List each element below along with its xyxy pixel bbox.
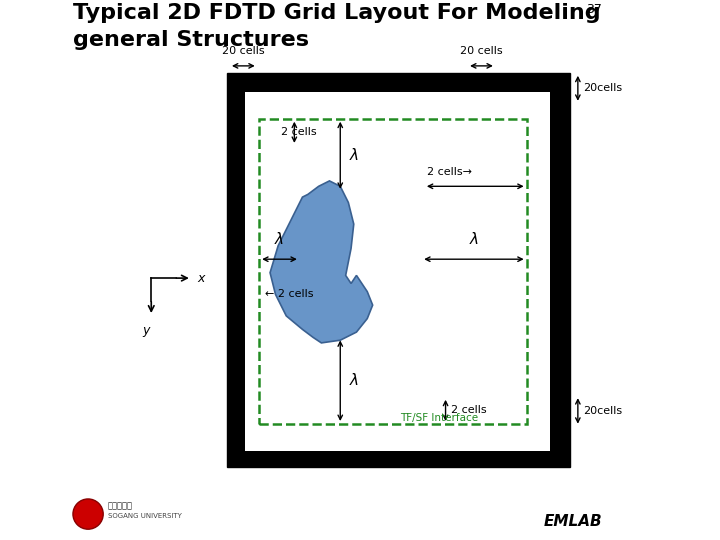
Text: λ: λ xyxy=(350,373,359,388)
Text: 20cells: 20cells xyxy=(583,83,622,93)
Text: 2 cells: 2 cells xyxy=(451,406,487,415)
Text: y: y xyxy=(142,324,150,337)
Text: 20 cells: 20 cells xyxy=(460,46,503,56)
Text: 서강대학교: 서강대학교 xyxy=(108,501,133,510)
Text: SOGANG UNIVERSITY: SOGANG UNIVERSITY xyxy=(108,514,182,519)
Text: general Structures: general Structures xyxy=(73,30,309,50)
Circle shape xyxy=(73,499,103,529)
Text: Typical 2D FDTD Grid Layout For Modeling: Typical 2D FDTD Grid Layout For Modeling xyxy=(73,3,600,23)
Text: EMLAB: EMLAB xyxy=(544,514,602,529)
Text: ← 2 cells: ← 2 cells xyxy=(265,289,313,299)
Text: λ: λ xyxy=(350,148,359,163)
Polygon shape xyxy=(270,181,373,343)
Text: λ: λ xyxy=(275,232,284,247)
Text: λ: λ xyxy=(469,232,478,247)
Bar xyxy=(245,92,550,451)
Text: 37: 37 xyxy=(586,3,602,16)
Text: 2 cells: 2 cells xyxy=(281,127,317,137)
Text: 2 cells→: 2 cells→ xyxy=(427,166,472,177)
Bar xyxy=(227,73,570,467)
Text: TF/SF Interface: TF/SF Interface xyxy=(400,414,478,423)
Text: 20cells: 20cells xyxy=(583,406,622,416)
Text: x: x xyxy=(197,272,204,285)
Text: 20 cells: 20 cells xyxy=(222,46,265,56)
Bar xyxy=(259,119,526,424)
